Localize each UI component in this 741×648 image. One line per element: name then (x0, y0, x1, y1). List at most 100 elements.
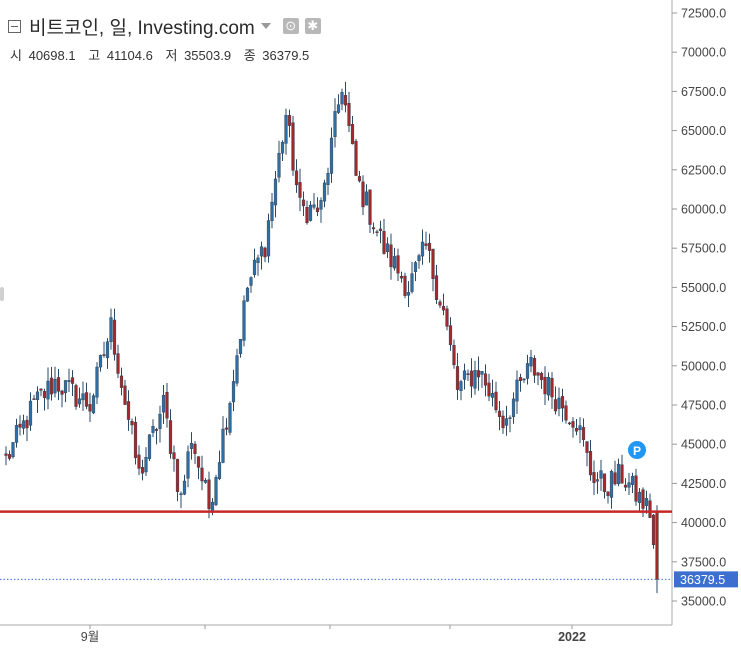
candle-body (504, 418, 509, 426)
candle-body (165, 391, 169, 419)
candle-body (151, 426, 155, 433)
event-marker-icon[interactable] (628, 441, 646, 459)
y-tick-label: 60000.0 (681, 203, 726, 217)
candle-body (473, 370, 477, 389)
gear-icon[interactable]: ✱ (304, 18, 321, 34)
candle-body (287, 115, 292, 126)
candle-body (413, 262, 418, 272)
candle-body (550, 377, 554, 398)
candle-body (231, 381, 236, 403)
candle-body (256, 257, 260, 263)
candle-body (140, 467, 145, 474)
candle-body (483, 373, 488, 386)
candle-body (371, 227, 376, 230)
candle-body (571, 421, 575, 428)
low-label: 저 (165, 48, 178, 63)
candle-body (511, 398, 516, 418)
candle-body (77, 398, 82, 405)
candle-body (487, 382, 491, 397)
candle-body (375, 231, 379, 233)
candle-body (217, 462, 222, 479)
candle-body (497, 410, 502, 417)
candle-body (606, 491, 610, 496)
candle-body (123, 385, 127, 405)
candle-body (382, 231, 386, 254)
candle-body (532, 357, 537, 376)
candle-body (634, 475, 638, 502)
candle-body (494, 391, 498, 411)
candle-body (578, 425, 582, 431)
dropdown-caret-icon[interactable] (260, 23, 271, 29)
candle-body (434, 275, 439, 300)
candle-body (620, 464, 624, 484)
candle-body (441, 306, 446, 311)
candle-body (585, 441, 589, 453)
last-price-badge (674, 571, 738, 588)
candle-body (112, 319, 117, 355)
y-tick-label: 50000.0 (681, 359, 726, 373)
candle-body (28, 400, 33, 426)
candle-body (291, 122, 295, 171)
candle-body (102, 354, 106, 356)
candle-body (130, 421, 134, 426)
close-value: 36379.5 (262, 48, 310, 63)
candle-body (91, 395, 96, 414)
last-price-label: 36379.5 (680, 573, 725, 587)
candle-body (592, 472, 596, 483)
candle-body (539, 373, 544, 381)
candle-body (298, 182, 302, 198)
candle-body (361, 181, 365, 208)
candle-body (389, 244, 393, 268)
candle-body (158, 413, 162, 429)
candle-body (42, 390, 47, 399)
candle-body (193, 443, 197, 454)
candle-body (25, 419, 29, 429)
candle-body (455, 366, 460, 390)
candle-body (84, 392, 89, 407)
candle-body (109, 317, 113, 342)
candle-body (315, 207, 320, 213)
y-tick-label: 42500.0 (681, 477, 726, 491)
candle-body (543, 376, 547, 395)
panel-resize-handle[interactable] (0, 287, 4, 301)
candle-body (98, 355, 103, 368)
candle-body (641, 489, 645, 509)
settings-icon[interactable]: ⊙ (282, 18, 299, 34)
candle-body (392, 256, 397, 269)
candle-body (308, 204, 313, 221)
ohlc-readout: 시 40698.1 고 41104.6 저 35503.9 종 36379.5 (10, 45, 312, 64)
collapse-icon[interactable] (8, 19, 21, 33)
candle-body (7, 454, 12, 459)
y-tick-label: 65000.0 (681, 124, 726, 138)
candle-body (588, 451, 593, 476)
candle-body (410, 273, 414, 292)
candle-body (235, 355, 239, 384)
candle-body (336, 104, 341, 113)
candle-body (238, 339, 243, 355)
candle-body (602, 473, 607, 492)
candle-body (403, 275, 407, 296)
candle-body (133, 422, 138, 459)
candle-body (74, 385, 78, 407)
candle-body (529, 357, 533, 367)
candle-body (270, 201, 274, 221)
candle-body (546, 377, 551, 396)
candle-body (67, 380, 71, 382)
candle-body (49, 377, 54, 395)
candle-body (137, 454, 141, 469)
low-value: 35503.9 (184, 48, 232, 63)
x-tick-label: 9월 (81, 630, 99, 644)
candle-body (347, 103, 351, 126)
candle-body (126, 401, 131, 420)
candle-body (207, 479, 211, 510)
candle-body (466, 373, 470, 375)
candle-body (501, 415, 505, 429)
candle-body (60, 390, 64, 395)
high-value: 41104.6 (106, 48, 153, 63)
candle-body (63, 380, 68, 394)
candle-body (417, 255, 421, 261)
candle-body (396, 255, 400, 274)
candle-body (438, 301, 442, 306)
